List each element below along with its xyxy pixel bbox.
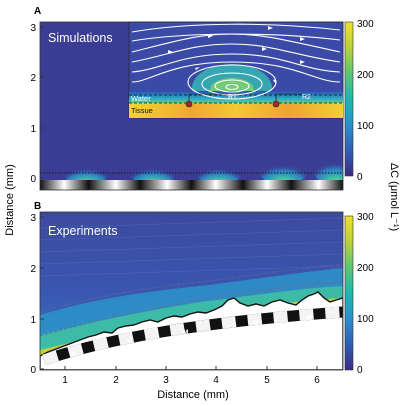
panel-b-label: Experiments	[48, 224, 117, 238]
r1-label: R1	[228, 94, 237, 101]
panel-b: B M M M	[30, 201, 374, 386]
streak-texture	[40, 217, 343, 277]
y-tick-label: 2	[30, 73, 36, 84]
x-tick-label: 4	[213, 375, 219, 386]
y-tick-label: 0	[30, 365, 36, 376]
water-label: Water	[131, 94, 151, 103]
colorbar-tick-label: 200	[357, 70, 374, 81]
mouth-marker: M	[71, 351, 76, 358]
plume	[62, 157, 110, 185]
colorbar-tick-label: 0	[357, 365, 363, 376]
colorbar-b-ticks: 0 100 200 300	[357, 212, 374, 376]
plume	[129, 157, 177, 185]
x-tick-label: 3	[163, 375, 169, 386]
contour-dashed	[40, 281, 343, 337]
plume	[257, 151, 309, 185]
panel-a-yaxis: 0 1 2 3	[30, 23, 44, 185]
panel-a-letter: A	[34, 6, 41, 17]
flow-inset: Water Tissue R1 R2	[128, 21, 344, 119]
y-tick-label: 3	[30, 23, 36, 34]
tissue-stripe	[40, 180, 343, 190]
tissue-label: Tissue	[131, 106, 153, 115]
panel-b-letter: B	[34, 201, 41, 212]
panel-b-frame	[39, 211, 344, 371]
colorbar-tick-label: 0	[357, 172, 363, 183]
colorbar-a-ticks: 0 100 200 300	[357, 19, 374, 183]
y-tick-label: 3	[30, 213, 36, 224]
x-tick-label: 1	[62, 375, 68, 386]
panel-b-yaxis: 0 1 2 3	[30, 213, 44, 376]
x-axis-title: Distance (mm)	[157, 389, 229, 401]
r2-label: R2	[302, 94, 311, 101]
x-tick-label: 2	[113, 375, 119, 386]
panel-a: A Simulations	[30, 6, 374, 191]
mouth-marker: M	[306, 314, 311, 321]
colorbar-tick-label: 100	[357, 314, 374, 325]
colorbar-tick-label: 300	[357, 212, 374, 223]
mouth-markers: M M M M M	[71, 314, 311, 358]
mouth-marker: M	[253, 320, 258, 327]
y-tick-label: 0	[30, 174, 36, 185]
colorbar-b	[344, 215, 354, 371]
plume	[311, 147, 343, 185]
mouth-marker: M	[183, 329, 188, 336]
mouth-marker: M	[127, 338, 132, 345]
colorbar-a	[344, 21, 354, 177]
y-tick-label: 2	[30, 264, 36, 275]
x-tick-label: 6	[314, 375, 320, 386]
plume	[195, 157, 243, 185]
panel-a-label: Simulations	[48, 31, 113, 45]
stream-arrows	[168, 26, 305, 84]
colorbar-tick-label: 300	[357, 19, 374, 30]
colorbar-tick-label: 100	[357, 121, 374, 132]
y-tick-label: 1	[30, 315, 36, 326]
r1-sensor	[185, 100, 193, 108]
contour-dashed	[40, 263, 343, 313]
y-tick-label: 1	[30, 124, 36, 135]
x-axis: 1 2 3 4 5 6	[62, 366, 320, 386]
mantle-band-stripes	[42, 306, 343, 366]
r2-sensor	[272, 100, 280, 108]
y-axis-title: Distance (mm)	[4, 164, 16, 236]
colorbar-title: ΔC (μmol L⁻¹)	[388, 163, 400, 231]
tissue-layer	[129, 103, 343, 118]
x-tick-label: 5	[264, 375, 270, 386]
colorbar-tick-label: 200	[357, 263, 374, 274]
